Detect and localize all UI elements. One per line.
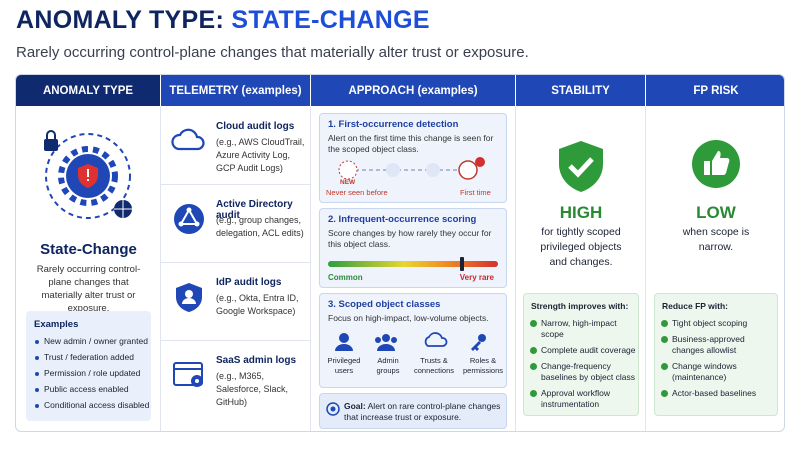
approach-box: 2. Infrequent-occurrence scoring Score c…: [319, 208, 507, 288]
fp-level: LOW: [696, 203, 736, 222]
stability-level: HIGH: [559, 203, 603, 222]
goal-text: Alert on rare control-plane changes that…: [344, 401, 501, 422]
title: ANOMALY TYPE: STATE-CHANGE: [16, 6, 430, 35]
high-label: Very rare: [459, 273, 494, 282]
object-class: Privileged users: [327, 356, 361, 375]
column-header: APPROACH (examples): [311, 75, 516, 106]
telemetry-title: Active Directory audit: [216, 199, 293, 221]
object-class: Admin groups: [376, 356, 400, 375]
goal-icon: [326, 402, 340, 416]
panel: ANOMALY TYPE TELEMETRY (examples) APPROA…: [15, 74, 785, 432]
new-badge: NEW: [340, 179, 356, 186]
examples-title: Examples: [34, 319, 79, 330]
object-class: Trusts & connections: [413, 356, 455, 375]
right-label: First time: [460, 188, 491, 197]
examples-box: Examples New admin / owner granted Trust…: [26, 311, 151, 421]
anomaly-name: State-Change: [40, 241, 137, 258]
approach-box: 1. First-occurrence detection Alert on t…: [319, 113, 507, 203]
cloud-icon: [171, 128, 205, 151]
fp-box: Reduce FP with: Tight object scoping Bus…: [654, 293, 778, 416]
column-header: ANOMALY TYPE: [16, 75, 161, 106]
telemetry-row: Cloud audit logs (e.g., AWS CloudTrail, …: [161, 111, 311, 185]
goal-label: Goal:: [344, 401, 366, 411]
stability-item: Narrow, high-impact scope: [529, 318, 637, 340]
stability-item: Approval workflow instrumentation: [529, 388, 637, 410]
telemetry-detail: (e.g., Okta, Entra ID, Google Workspace): [216, 293, 299, 316]
fp-item: Business-approved changes allowlist: [660, 334, 776, 356]
stability-text: for tightly scoped privileged objects an…: [540, 226, 622, 268]
approach-box: 3. Scoped object classes Focus on high-i…: [319, 293, 507, 388]
column-header: STABILITY: [516, 75, 646, 106]
first-occurrence-graphic: [338, 157, 485, 180]
example: Public access enabled: [32, 384, 150, 395]
telemetry-detail: (e.g., AWS CloudTrail, Azure Activity Lo…: [216, 137, 305, 173]
directory-icon: [174, 204, 204, 234]
title-prefix: ANOMALY TYPE:: [16, 6, 225, 34]
telemetry-row: Active Directory audit (e.g., group chan…: [161, 189, 311, 263]
anomaly-column: State-Change Rarely occurring control-pl…: [16, 106, 161, 431]
example: Trust / federation added: [32, 352, 150, 363]
approach-text: Score changes by how rarely they occur f…: [328, 228, 492, 249]
telemetry-title: Cloud audit logs: [216, 121, 295, 132]
fp-list: Tight object scoping Business-approved c…: [660, 318, 776, 404]
examples-list: New admin / owner granted Trust / federa…: [32, 336, 150, 416]
class-icons: [335, 332, 486, 351]
object-class: Roles & permissions: [462, 356, 503, 375]
left-label: Never seen before: [326, 188, 388, 197]
anomaly-description: Rarely occurring control-plane changes t…: [36, 264, 141, 314]
fp-item: Change windows (maintenance): [660, 361, 776, 383]
approach-title: 1. First-occurrence detection: [328, 119, 459, 130]
column-header: TELEMETRY (examples): [161, 75, 311, 106]
title-highlight: STATE-CHANGE: [231, 6, 430, 34]
fp-item: Tight object scoping: [660, 318, 776, 329]
fp-text: when scope is narrow.: [682, 226, 750, 253]
stability-box-title: Strength improves with:: [531, 301, 629, 311]
fp-column: LOW when scope is narrow. Reduce FP with…: [646, 106, 784, 431]
goal-box: Goal: Alert on rare control-plane change…: [319, 393, 507, 429]
telemetry-column: Cloud audit logs (e.g., AWS CloudTrail, …: [161, 106, 311, 431]
telemetry-detail: (e.g., M365, Salesforce, Slack, GitHub): [216, 371, 289, 407]
approach-column: 1. First-occurrence detection Alert on t…: [311, 106, 516, 431]
rarity-scale: [328, 257, 498, 271]
column-header: FP RISK: [646, 75, 784, 106]
saas-icon: [173, 362, 203, 387]
telemetry-row: IdP audit logs (e.g., Okta, Entra ID, Go…: [161, 267, 311, 341]
example: Conditional access disabled: [32, 400, 150, 411]
idp-icon: [176, 283, 202, 312]
example: New admin / owner granted: [32, 336, 150, 347]
example: Permission / role updated: [32, 368, 150, 379]
shield-icon: [559, 141, 603, 192]
telemetry-detail: (e.g., group changes, delegation, ACL ed…: [216, 215, 304, 238]
telemetry-row: SaaS admin logs (e.g., M365, Salesforce,…: [161, 345, 311, 419]
stability-item: Complete audit coverage: [529, 345, 637, 356]
stability-column: HIGH for tightly scoped privileged objec…: [516, 106, 646, 431]
state-change-icon: [44, 130, 132, 219]
thumbs-up-icon: [692, 140, 740, 188]
approach-text: Focus on high-impact, low-volume objects…: [328, 313, 489, 323]
approach-title: 2. Infrequent-occurrence scoring: [328, 214, 477, 225]
low-label: Common: [328, 273, 363, 282]
stability-box: Strength improves with: Narrow, high-imp…: [523, 293, 639, 416]
approach-text: Alert on the first time this change is s…: [328, 133, 494, 154]
approach-title: 3. Scoped object classes: [328, 299, 441, 310]
telemetry-title: IdP audit logs: [216, 277, 282, 288]
stability-list: Narrow, high-impact scope Complete audit…: [529, 318, 637, 415]
fp-item: Actor-based baselines: [660, 388, 776, 399]
fp-box-title: Reduce FP with:: [662, 301, 728, 311]
stability-item: Change-frequency baselines by object cla…: [529, 361, 637, 383]
subtitle: Rarely occurring control-plane changes t…: [16, 44, 529, 61]
telemetry-title: SaaS admin logs: [216, 355, 297, 366]
